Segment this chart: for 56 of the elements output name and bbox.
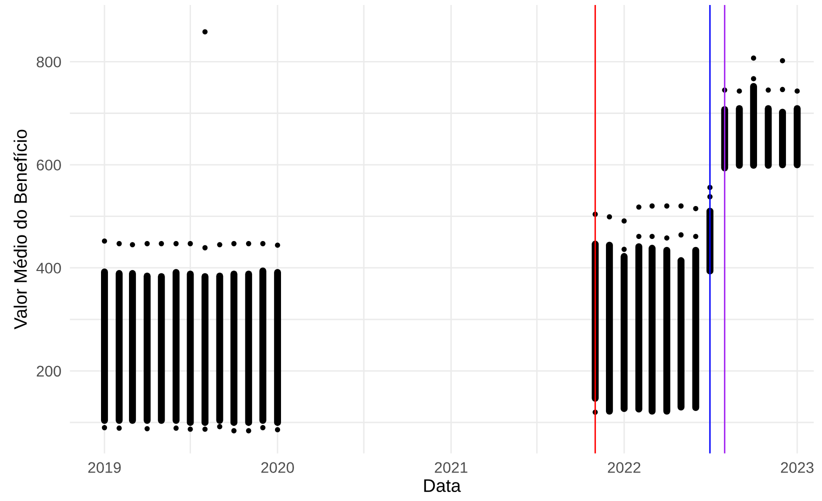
point (636, 204, 642, 210)
point (217, 424, 222, 430)
point (260, 425, 266, 430)
point (188, 426, 193, 432)
x-tick-label: 2020 (261, 462, 294, 473)
point (202, 245, 208, 250)
point (693, 206, 698, 212)
point (102, 238, 108, 244)
point (274, 242, 280, 248)
x-tick-label: 2022 (608, 462, 640, 473)
x-axis-title: Data (424, 479, 461, 492)
point (650, 203, 655, 209)
point (202, 29, 208, 34)
point (606, 214, 612, 220)
point (202, 426, 208, 432)
point (664, 235, 670, 241)
x-tick-label: 2023 (780, 462, 814, 473)
point (116, 241, 122, 246)
x-tick-label: 2019 (88, 462, 121, 473)
point (173, 241, 179, 246)
point (158, 241, 164, 246)
point (217, 242, 222, 248)
point (622, 246, 627, 252)
point (173, 426, 179, 431)
point (750, 55, 756, 61)
point (780, 58, 786, 64)
point (678, 232, 684, 238)
point (260, 241, 266, 246)
y-tick-label: 400 (36, 262, 61, 274)
point (650, 234, 655, 240)
x-tick-label: 2021 (434, 462, 468, 473)
point (144, 241, 150, 246)
point (693, 234, 698, 240)
point (246, 428, 252, 434)
point (766, 87, 771, 93)
point (636, 234, 642, 240)
y-tick-label: 600 (36, 160, 61, 170)
point (274, 427, 280, 432)
point (750, 76, 756, 82)
point (780, 86, 786, 92)
y-tick-label: 800 (36, 56, 61, 68)
point (231, 428, 237, 434)
point (130, 242, 136, 248)
point (231, 241, 237, 246)
point (664, 203, 670, 209)
point (144, 426, 150, 432)
y-tick-label: 200 (36, 366, 61, 377)
point (736, 88, 742, 94)
point (246, 241, 252, 246)
point (102, 425, 108, 430)
point (188, 241, 193, 246)
point (622, 218, 627, 224)
point (794, 88, 800, 94)
y-axis-title: Valor Médio do Benefício (13, 130, 27, 330)
point (116, 426, 122, 431)
point (678, 203, 684, 209)
